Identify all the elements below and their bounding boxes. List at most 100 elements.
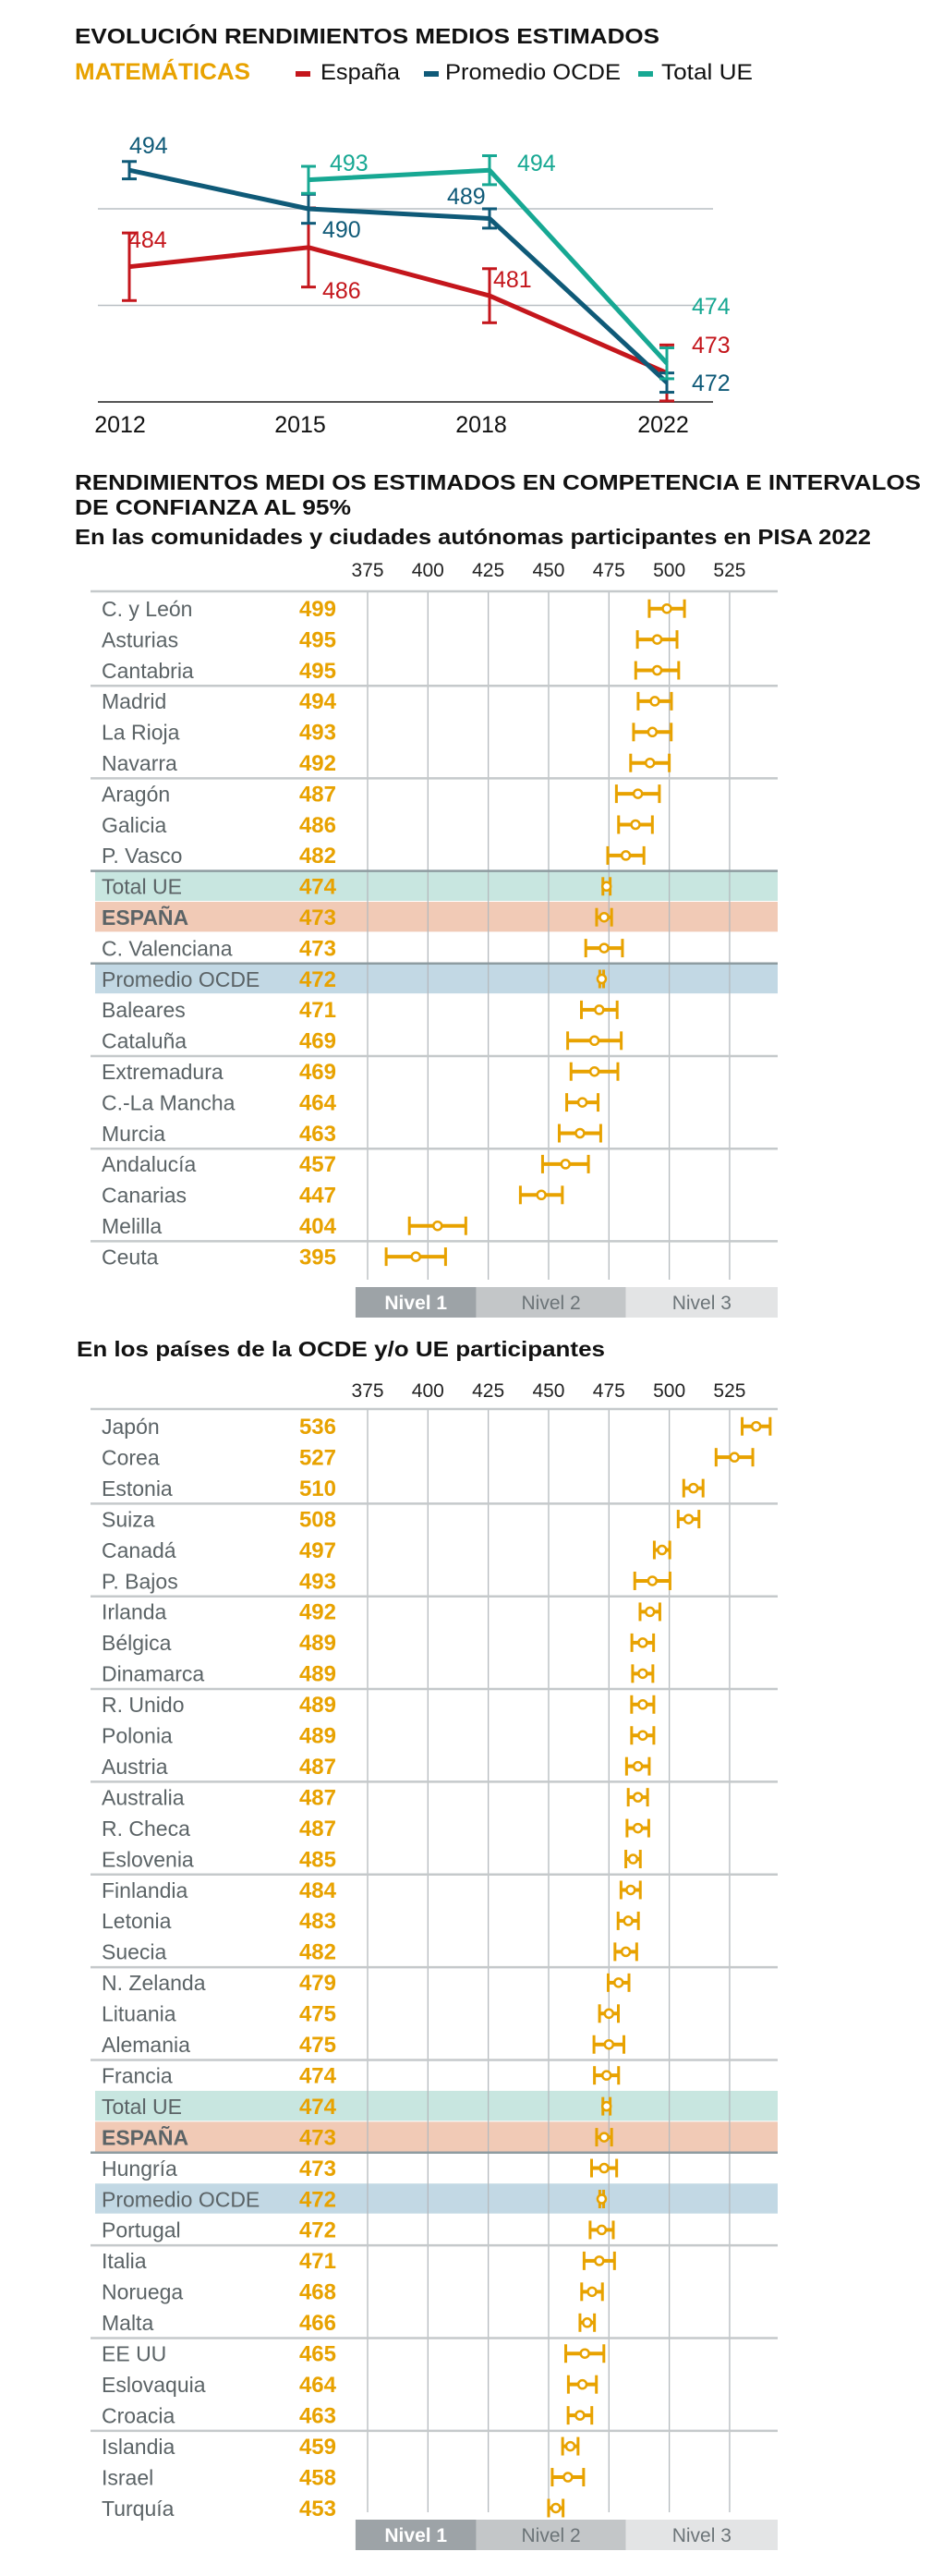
table-row: Promedio OCDE 472 xyxy=(102,967,608,992)
x-tick-label: 450 xyxy=(532,560,564,581)
x-tick-label: 500 xyxy=(653,1380,685,1402)
error-bar-oecd xyxy=(122,160,137,181)
highlight-band-eu xyxy=(95,2090,778,2121)
confidence-interval-marker xyxy=(636,691,673,711)
table-row: EE UU 465 xyxy=(102,2342,606,2367)
confidence-interval-marker xyxy=(595,907,613,927)
confidence-interval-marker xyxy=(564,2344,606,2363)
mean-point xyxy=(630,819,641,831)
row-score: 466 xyxy=(299,2311,336,2336)
highlight-band-oecd xyxy=(95,963,778,994)
table-row: Asturias 495 xyxy=(102,627,679,652)
confidence-interval-marker xyxy=(547,2498,565,2518)
mean-point xyxy=(637,1699,648,1710)
row-score: 494 xyxy=(299,689,337,714)
mean-point xyxy=(632,788,644,799)
x-tick-label: 475 xyxy=(593,560,625,581)
row-score: 458 xyxy=(299,2465,336,2490)
highlight-band-es xyxy=(95,902,778,932)
countries-subtitle: En los países de la OCDE y/o UE particip… xyxy=(77,1337,605,1361)
row-name: ESPAÑA xyxy=(102,2124,188,2149)
confidence-interval-marker xyxy=(580,2282,604,2302)
level-label: Nivel 1 xyxy=(384,1293,447,1314)
confidence-interval-marker xyxy=(614,784,661,804)
mean-point xyxy=(579,2348,590,2359)
confidence-interval-marker xyxy=(635,630,679,650)
mean-point xyxy=(613,1977,624,1988)
row-score: 483 xyxy=(299,1909,336,1934)
confidence-interval-marker xyxy=(600,877,612,896)
mean-point xyxy=(598,2162,610,2174)
row-score: 493 xyxy=(299,721,336,746)
row-name: Ceuta xyxy=(102,1245,159,1269)
level-band-3 xyxy=(625,2520,778,2550)
data-label-eu: 474 xyxy=(692,294,731,320)
mean-point xyxy=(632,1792,644,1803)
row-name: La Rioja xyxy=(102,721,180,745)
table-row: C. Valenciana 473 xyxy=(102,936,624,961)
table-row: C. y León 499 xyxy=(102,597,686,622)
data-label-spain: 481 xyxy=(493,267,532,293)
row-score: 473 xyxy=(299,2125,336,2150)
mean-point xyxy=(596,2193,608,2205)
mean-point xyxy=(576,2378,588,2390)
row-name: Asturias xyxy=(102,627,178,651)
mean-point xyxy=(620,850,632,861)
row-name: Total UE xyxy=(102,875,182,899)
row-name: Baleares xyxy=(102,998,186,1022)
mean-point xyxy=(582,2317,593,2328)
row-name: Eslovenia xyxy=(102,1847,194,1871)
table-row: C.-La Mancha 464 xyxy=(102,1090,600,1115)
row-score: 472 xyxy=(299,2218,336,2243)
confidence-interval-marker xyxy=(550,2468,586,2487)
table-row: Suiza 508 xyxy=(102,1507,701,1532)
table-row: ESPAÑA 473 xyxy=(102,2124,613,2150)
mean-point xyxy=(600,2070,612,2081)
row-name: N. Zelanda xyxy=(102,1971,206,1995)
confidence-interval-marker xyxy=(647,599,686,618)
row-name: Noruega xyxy=(102,2280,183,2304)
table-row: Total UE 474 xyxy=(102,2095,612,2120)
confidence-interval-marker xyxy=(606,845,646,865)
row-score: 463 xyxy=(299,1122,336,1147)
row-score: 484 xyxy=(299,1878,337,1903)
data-label-oecd: 489 xyxy=(447,184,486,210)
row-score: 482 xyxy=(299,844,336,869)
row-score: 464 xyxy=(299,1090,337,1115)
row-name: Madrid xyxy=(102,689,166,713)
confidence-interval-marker xyxy=(741,1416,772,1436)
mean-point xyxy=(550,2502,562,2514)
mean-point xyxy=(623,1915,634,1926)
mean-point xyxy=(536,1189,547,1201)
mean-point xyxy=(620,1946,632,1958)
confidence-interval-marker xyxy=(714,1448,755,1467)
legend-swatch-eu xyxy=(638,71,653,77)
data-label-oecd: 472 xyxy=(692,371,731,396)
x-tick-label: 500 xyxy=(653,560,685,581)
row-score: 469 xyxy=(299,1029,336,1054)
confidence-interval-marker xyxy=(630,1695,656,1714)
row-score: 487 xyxy=(299,1785,336,1810)
table-row: Bélgica 489 xyxy=(102,1631,656,1656)
ranking-title-line2: DE CONFIANZA AL 95% xyxy=(75,495,351,519)
mean-point xyxy=(657,1544,668,1556)
table-row: La Rioja 493 xyxy=(102,721,673,746)
x-tick-label: 2022 xyxy=(637,412,689,438)
confidence-interval-marker xyxy=(588,2220,615,2240)
mean-point xyxy=(632,1760,644,1772)
row-score: 499 xyxy=(299,597,336,622)
mean-point xyxy=(688,1482,699,1494)
mean-point xyxy=(637,1668,648,1680)
confidence-interval-marker xyxy=(593,2066,621,2085)
table-row: Israel 458 xyxy=(102,2465,586,2490)
confidence-interval-marker xyxy=(624,1756,651,1776)
row-name: C. y León xyxy=(102,597,192,621)
row-name: Canarias xyxy=(102,1184,187,1208)
row-name: Promedio OCDE xyxy=(102,967,260,991)
confidence-interval-marker xyxy=(624,1850,642,1869)
mean-point xyxy=(576,1097,588,1108)
mean-point xyxy=(410,1251,422,1262)
mean-point xyxy=(598,911,610,923)
row-name: Cantabria xyxy=(102,659,194,683)
mean-point xyxy=(594,1004,605,1015)
